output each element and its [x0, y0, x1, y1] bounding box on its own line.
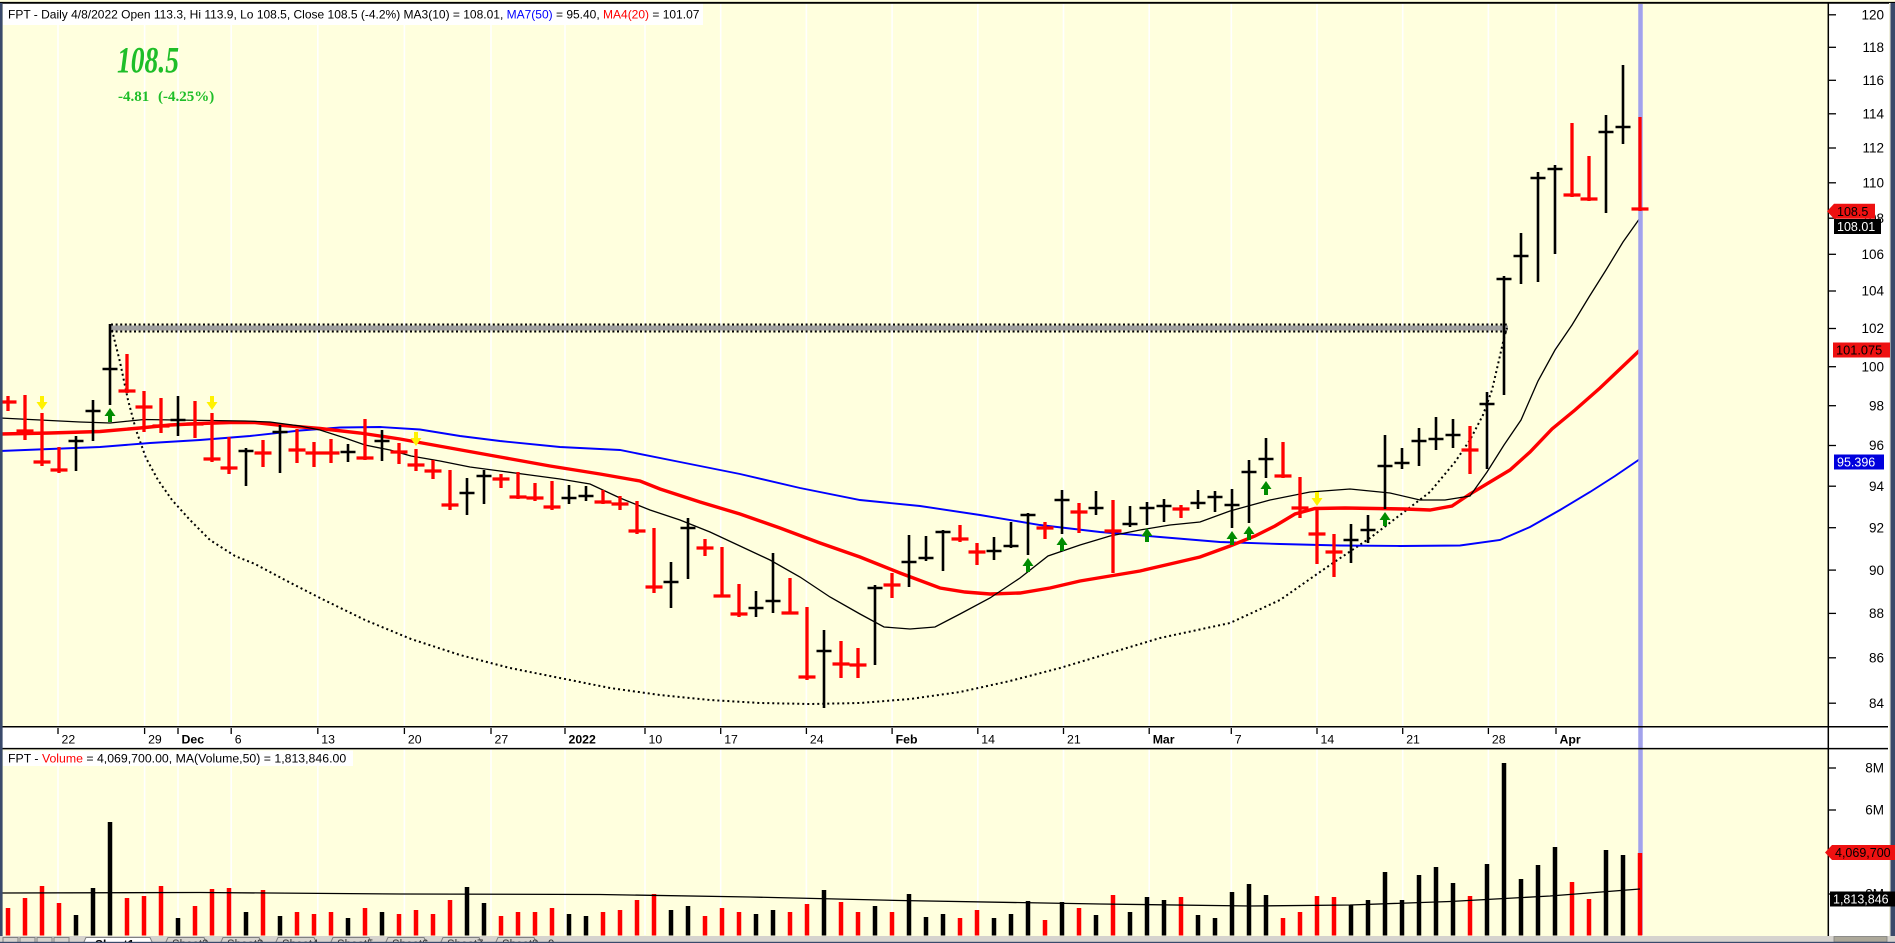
svg-text:10: 10: [649, 733, 663, 747]
svg-text:110: 110: [1862, 175, 1884, 190]
svg-text:Sheet4: Sheet4: [282, 939, 319, 943]
svg-text:Dec: Dec: [182, 733, 205, 747]
svg-text:112: 112: [1862, 141, 1884, 156]
svg-text:92: 92: [1869, 520, 1884, 535]
svg-text:6: 6: [235, 733, 242, 747]
svg-text:2022: 2022: [569, 733, 597, 747]
svg-text:104: 104: [1861, 284, 1884, 299]
svg-text:Mar: Mar: [1153, 733, 1175, 747]
svg-text:27: 27: [495, 733, 509, 747]
svg-text:Sheet2: Sheet2: [172, 939, 208, 943]
svg-text:Sheet7: Sheet7: [447, 939, 483, 943]
svg-text:22: 22: [62, 733, 76, 747]
svg-text:Sheet3: Sheet3: [227, 939, 263, 943]
svg-text:86: 86: [1869, 651, 1884, 666]
svg-text:96: 96: [1869, 438, 1884, 453]
svg-text:13: 13: [321, 733, 335, 747]
svg-text:Apr: Apr: [1560, 733, 1581, 747]
svg-text:Sheet6: Sheet6: [392, 939, 428, 943]
svg-text:84: 84: [1869, 696, 1885, 711]
svg-text:101.075: 101.075: [1836, 343, 1882, 358]
svg-text:102: 102: [1861, 321, 1884, 336]
svg-text:Sheet1: Sheet1: [95, 938, 135, 943]
svg-text:88: 88: [1869, 606, 1884, 621]
svg-text:17: 17: [724, 733, 738, 747]
svg-text:120: 120: [1861, 8, 1884, 23]
svg-text:14: 14: [981, 733, 995, 747]
svg-text:106: 106: [1861, 247, 1884, 262]
svg-text:1,813,846: 1,813,846: [1833, 893, 1889, 907]
svg-text:21: 21: [1406, 733, 1420, 747]
svg-text:28: 28: [1492, 733, 1506, 747]
svg-text:90: 90: [1869, 563, 1884, 578]
svg-text:98: 98: [1869, 398, 1884, 413]
svg-text:108.5: 108.5: [117, 41, 179, 82]
svg-text:-4.81(-4.25%): -4.81 (-4.25%): [118, 89, 214, 105]
svg-text:108.5: 108.5: [1837, 205, 1868, 219]
svg-text:Sheet8: Sheet8: [502, 939, 538, 943]
svg-text:6M: 6M: [1865, 803, 1884, 818]
svg-text:95.396: 95.396: [1837, 456, 1875, 470]
svg-text:Feb: Feb: [896, 733, 918, 747]
svg-text:116: 116: [1862, 73, 1884, 88]
svg-text:114: 114: [1862, 107, 1884, 122]
svg-text:24: 24: [810, 733, 824, 747]
svg-text:21: 21: [1067, 733, 1081, 747]
svg-text:FPT - Volume = 4,069,700.00, M: FPT - Volume = 4,069,700.00, MA(Volume,5…: [8, 752, 346, 766]
svg-text:FPT - Daily 4/8/2022 Open 113.: FPT - Daily 4/8/2022 Open 113.3, Hi 113.…: [8, 8, 700, 22]
svg-text:Sheet5: Sheet5: [337, 939, 373, 943]
svg-text:9: 9: [548, 939, 554, 943]
svg-text:118: 118: [1862, 40, 1884, 55]
svg-text:8M: 8M: [1865, 761, 1884, 776]
svg-text:108.01: 108.01: [1837, 220, 1875, 234]
svg-text:100: 100: [1861, 359, 1884, 374]
svg-text:29: 29: [148, 733, 162, 747]
svg-text:20: 20: [408, 733, 422, 747]
svg-text:14: 14: [1321, 733, 1335, 747]
svg-text:94: 94: [1869, 479, 1885, 494]
svg-text:4,069,700: 4,069,700: [1835, 846, 1891, 860]
svg-text:7: 7: [1235, 733, 1242, 747]
